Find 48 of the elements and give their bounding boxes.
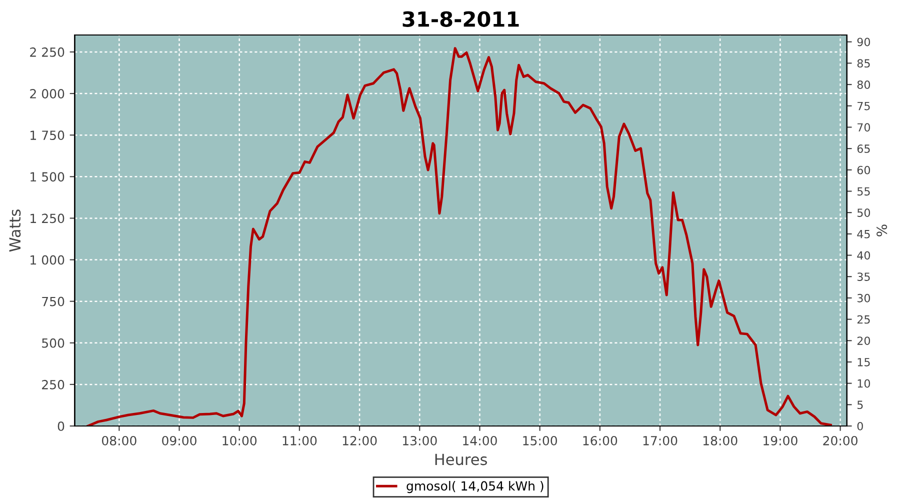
x-tick-label: 20:00 (823, 436, 858, 446)
y-tick-label: 1 000 (30, 255, 64, 265)
y2-axis-title: % (876, 224, 888, 236)
legend-label: gmosol( 14,054 kWh ) (406, 480, 544, 494)
y2-tick-label: 75 (858, 102, 870, 110)
y2-tick-label: 40 (857, 251, 870, 260)
y2-tick-label: 10 (858, 379, 870, 388)
y-tick-label: 1 750 (30, 130, 64, 140)
line-series (86, 47, 832, 426)
x-tick-label: 08:00 (102, 436, 136, 446)
y2-tick-label: 20 (857, 336, 870, 346)
x-tick-label: 18:00 (703, 436, 738, 446)
y2-tick-label: 45 (857, 230, 870, 238)
y2-tick-label: 5 (857, 400, 863, 410)
x-tick-label: 15:00 (523, 436, 558, 446)
x-tick-label: 10:00 (222, 436, 257, 446)
x-tick-label: 13:00 (402, 436, 437, 446)
y-tick-label: 2 250 (30, 47, 64, 57)
y2-tick-label: 80 (857, 80, 870, 89)
y-tick-label: 1 500 (30, 172, 64, 182)
y2-tick-label: 15 (858, 358, 870, 366)
x-tick-label: 19:00 (764, 436, 798, 446)
y2-tick-label: 35 (857, 272, 870, 281)
y2-tick-label: 70 (858, 123, 870, 132)
x-axis-title: Heures (435, 454, 487, 466)
y-tick-label: 1 250 (30, 214, 64, 224)
y-axis-title: Watts (9, 210, 21, 252)
y2-tick-label: 90 (857, 38, 870, 46)
chart-title: 31-8-2011 (402, 11, 519, 27)
y2-tick-label: 60 (857, 166, 870, 174)
x-tick-label: 11:00 (282, 436, 317, 446)
x-tick-label: 12:00 (342, 436, 377, 446)
y2-tick-label: 25 (857, 315, 870, 324)
y2-tick-label: 85 (857, 59, 870, 68)
y2-tick-label: 0 (857, 422, 863, 430)
x-tick-label: 17:00 (643, 436, 678, 446)
y-tick-label: 0 (58, 421, 64, 431)
x-tick-label: 14:00 (463, 436, 497, 446)
y2-tick-label: 55 (857, 187, 870, 196)
y2-tick-label: 50 (857, 208, 870, 217)
y2-tick-label: 30 (857, 294, 870, 302)
y-tick-label: 500 (42, 338, 64, 348)
y-tick-label: 750 (42, 296, 64, 306)
x-tick-label: 09:00 (162, 436, 196, 446)
x-tick-label: 16:00 (583, 436, 618, 446)
y-tick-label: 250 (42, 380, 64, 390)
y2-tick-label: 65 (857, 144, 870, 153)
y-tick-label: 2 000 (30, 88, 64, 98)
